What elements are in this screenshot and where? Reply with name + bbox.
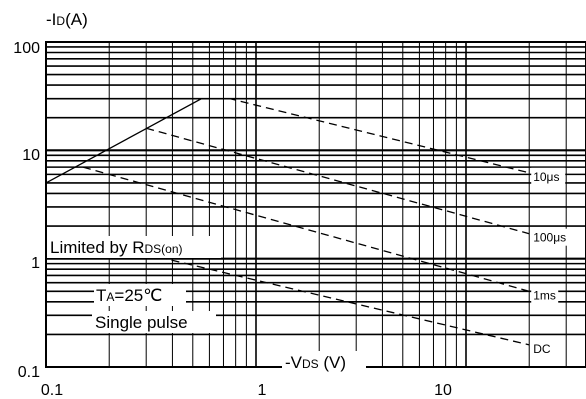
y-tick-label: 10 bbox=[22, 147, 40, 164]
series-line bbox=[146, 253, 530, 346]
series-label: DC bbox=[533, 342, 551, 356]
series-label-bg bbox=[531, 286, 559, 304]
rds-on-limit-line bbox=[45, 97, 230, 184]
series-line bbox=[146, 127, 530, 235]
y-axis-label: -ID(A) bbox=[46, 10, 88, 29]
series-label: 100μs bbox=[533, 231, 566, 245]
series-label-bg bbox=[531, 228, 573, 246]
x-tick-label: 1 bbox=[258, 382, 267, 399]
rds-limit-annotation: Limited by RDS(on) bbox=[50, 238, 183, 257]
series bbox=[45, 97, 530, 346]
annotation-bg bbox=[94, 284, 186, 306]
series-label: 1ms bbox=[533, 288, 556, 302]
y-tick-label: 100 bbox=[13, 40, 40, 57]
series-line bbox=[82, 166, 530, 292]
series-labels: 10μs 100μs 1ms DC bbox=[531, 167, 573, 357]
grid bbox=[45, 42, 586, 367]
x-axis-label: -VDS (V) bbox=[285, 353, 346, 372]
series-label-bg bbox=[531, 339, 552, 357]
y-tick-label: 0.1 bbox=[18, 364, 40, 381]
annotation-bg bbox=[92, 311, 216, 333]
series-line bbox=[46, 97, 530, 174]
annotation-bg bbox=[282, 351, 366, 373]
single-pulse-annotation: Single pulse bbox=[95, 313, 188, 332]
series-label-bg bbox=[531, 167, 566, 185]
x-tick-label: 0.1 bbox=[41, 382, 63, 399]
x-tick-label: 10 bbox=[434, 382, 452, 399]
annotation-bg bbox=[47, 236, 221, 258]
y-tick-label: 1 bbox=[31, 255, 40, 272]
series-label: 10μs bbox=[533, 170, 559, 184]
temperature-annotation: TA=25℃ bbox=[96, 286, 162, 305]
